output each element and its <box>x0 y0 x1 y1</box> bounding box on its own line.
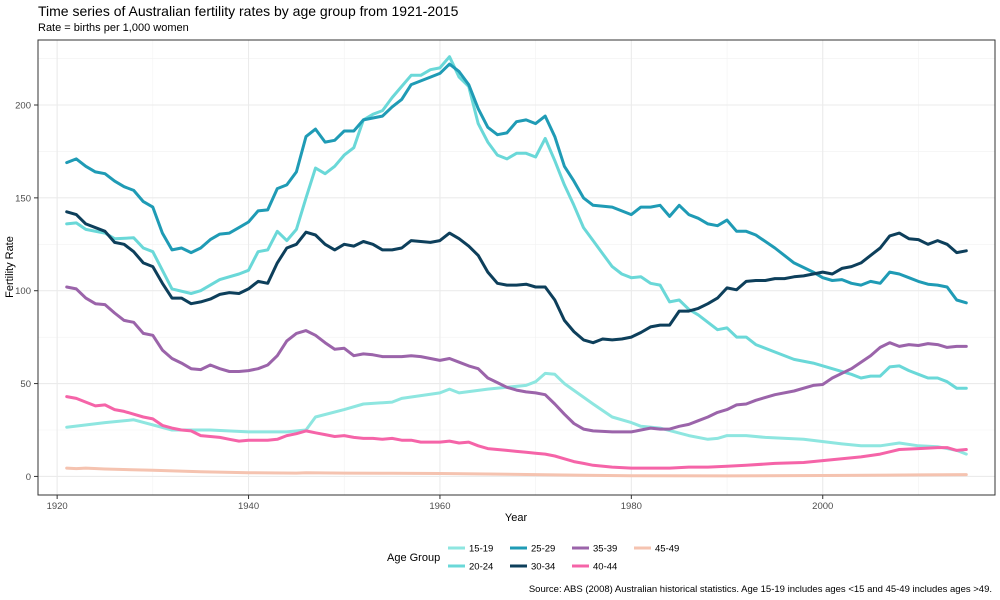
y-tick-label: 100 <box>15 286 31 297</box>
axis-ticks: 1920 1940 1960 1980 2000 0 50 100 150 200 <box>15 101 833 513</box>
legend-label-40-44: 40-44 <box>593 562 617 573</box>
x-tick-label: 1980 <box>621 501 642 512</box>
x-tick-label: 2000 <box>812 501 833 512</box>
series-line-45-49 <box>65 466 968 478</box>
legend-label-35-39: 35-39 <box>593 544 617 555</box>
legend-title: Age Group <box>387 552 440 564</box>
series-line-30-34 <box>65 210 968 345</box>
series-line-35-39 <box>65 285 968 434</box>
y-axis-title: Fertility Rate <box>4 236 16 298</box>
legend-label-20-24: 20-24 <box>469 562 493 573</box>
y-tick-label: 200 <box>15 101 31 112</box>
series-line-25-29 <box>65 62 968 305</box>
x-tick-label: 1940 <box>238 501 259 512</box>
legend-label-30-34: 30-34 <box>531 562 555 573</box>
x-tick-label: 1960 <box>429 501 450 512</box>
plot-border <box>37 39 996 496</box>
chart-caption: Source: ABS (2008) Australian historical… <box>528 584 992 595</box>
legend-label-15-19: 15-19 <box>469 544 493 555</box>
x-axis-title: Year <box>505 512 528 524</box>
y-tick-label: 50 <box>20 379 31 390</box>
plot-background <box>38 40 995 495</box>
series-lines <box>65 55 968 478</box>
legend: 15-19 20-24 25-29 30-34 35-39 40-44 45-49 <box>448 544 679 573</box>
y-tick-label: 0 <box>26 472 31 483</box>
chart-title: Time series of Australian fertility rate… <box>38 3 459 19</box>
x-tick-label: 1920 <box>47 501 68 512</box>
chart-subtitle: Rate = births per 1,000 women <box>38 22 189 34</box>
series-line-40-44 <box>65 395 968 470</box>
legend-label-45-49: 45-49 <box>655 544 679 555</box>
series-line-20-24 <box>65 55 968 390</box>
legend-label-25-29: 25-29 <box>531 544 555 555</box>
grid-lines <box>38 40 995 495</box>
y-tick-label: 150 <box>15 193 31 204</box>
